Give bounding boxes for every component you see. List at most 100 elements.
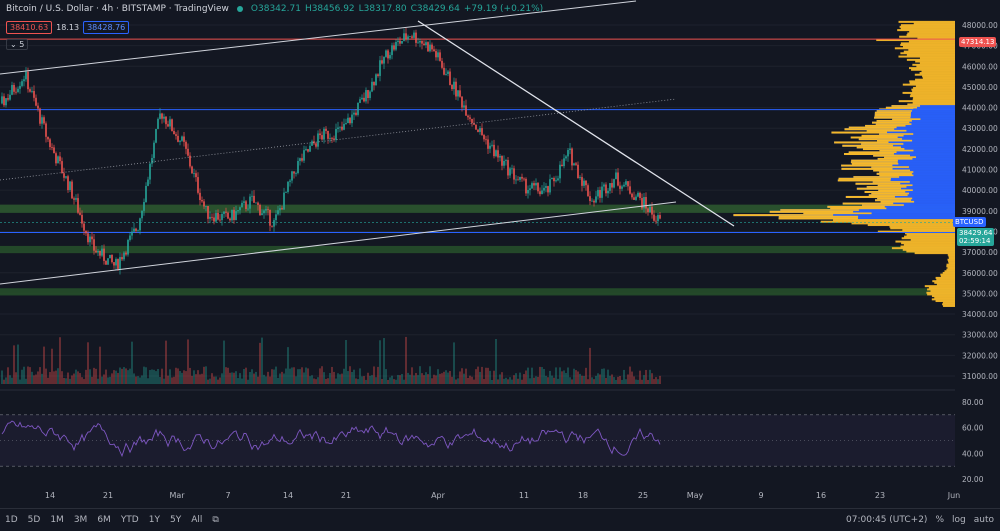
profile-bar — [942, 301, 955, 304]
candle — [581, 177, 583, 186]
volume-bar — [257, 376, 259, 384]
candle — [377, 74, 379, 76]
volume-bar — [95, 368, 97, 384]
candle — [257, 202, 259, 205]
lower-channel-line[interactable] — [0, 201, 677, 285]
range-5d[interactable]: 5D — [27, 515, 41, 525]
candle — [449, 71, 451, 85]
upper-channel-line[interactable] — [0, 0, 637, 75]
profile-bar — [873, 154, 955, 157]
auto-toggle[interactable]: auto — [973, 515, 994, 525]
red-level-tag: 47314.13 — [959, 37, 997, 47]
profile-bar — [864, 191, 955, 194]
profile-bar — [868, 194, 955, 197]
range-1y[interactable]: 1Y — [148, 515, 160, 525]
buy-button[interactable]: 38428.76 — [83, 21, 130, 34]
candle — [211, 216, 213, 218]
volume-bar — [79, 373, 81, 384]
volume-bar — [319, 368, 321, 384]
range-5y[interactable]: 5Y — [169, 515, 182, 525]
time-tick: 9 — [758, 491, 763, 500]
range-ytd[interactable]: YTD — [120, 515, 139, 525]
candle — [309, 145, 311, 152]
candle — [83, 223, 85, 231]
profile-bar — [838, 177, 891, 180]
range-all[interactable]: All — [191, 515, 203, 525]
descending-trend-line[interactable] — [417, 20, 735, 227]
candle — [639, 192, 641, 199]
symbol-title[interactable]: Bitcoin / U.S. Dollar · 4h · BITSTAMP · … — [6, 4, 229, 14]
profile-bar — [926, 291, 955, 294]
profile-bar — [943, 304, 955, 307]
volume-bar — [365, 379, 367, 384]
price-tick: 48000.00 — [962, 21, 998, 30]
volume-bar — [333, 371, 335, 384]
profile-bar — [947, 266, 955, 269]
date-range-icon[interactable]: ⧉ — [212, 515, 219, 525]
volume-bar — [87, 342, 89, 384]
volume-bar — [157, 368, 159, 384]
profile-bar — [934, 281, 955, 284]
range-6m[interactable]: 6M — [97, 515, 111, 525]
clock[interactable]: 07:00:45 (UTC+2) — [846, 515, 928, 525]
channel-midline[interactable] — [0, 98, 677, 181]
candle — [245, 201, 247, 209]
percent-toggle[interactable]: % — [935, 515, 944, 525]
volume-bar — [229, 372, 231, 384]
symbol-tag: BTCUSD — [953, 217, 986, 227]
profile-bar — [851, 162, 955, 165]
candle — [217, 213, 219, 220]
volume-bar — [133, 373, 135, 384]
volume-bar — [393, 379, 395, 384]
bottom-right-controls: 07:00:45 (UTC+2) % log auto — [846, 509, 1000, 531]
candle — [215, 213, 217, 222]
range-1m[interactable]: 1M — [50, 515, 64, 525]
volume-bar — [579, 373, 581, 384]
candle — [573, 163, 575, 166]
profile-bar — [911, 68, 955, 71]
candle — [571, 148, 573, 166]
profile-bar — [904, 232, 955, 235]
volume-bar — [373, 366, 375, 384]
volume-bar — [543, 369, 545, 384]
profile-bar — [948, 260, 955, 263]
volume-bar — [115, 370, 117, 384]
volume-bar — [247, 379, 249, 384]
profile-bar — [820, 220, 955, 223]
range-3m[interactable]: 3M — [73, 515, 88, 525]
bottom-toolbar: 1D 5D 1M 3M 6M YTD 1Y 5Y All ⧉ 07:00:45 … — [0, 508, 1000, 531]
volume-bar — [495, 338, 497, 384]
profile-bar — [803, 212, 872, 215]
range-1d[interactable]: 1D — [5, 515, 18, 525]
profile-bar — [894, 47, 955, 50]
candle — [419, 40, 421, 43]
time-tick: 21 — [103, 491, 113, 500]
profile-bar — [866, 186, 955, 189]
volume-bar — [217, 379, 219, 384]
volume-bar — [331, 366, 333, 384]
trend-lines[interactable] — [0, 0, 735, 285]
profile-bar — [915, 85, 955, 88]
candle — [13, 85, 15, 92]
candle — [69, 181, 71, 190]
volume-bar — [165, 340, 167, 384]
sell-button[interactable]: 38410.63 — [6, 21, 53, 34]
volume-bar — [409, 374, 411, 384]
time-axis[interactable]: 14 21 Mar 7 14 21 Apr 11 18 25 May 9 16 23 Jun — [45, 491, 960, 500]
candle — [623, 184, 625, 187]
candle — [553, 177, 555, 182]
indicators-toggle[interactable]: ⌄ 5 — [6, 39, 29, 50]
volume-bar — [561, 371, 563, 384]
candle — [247, 208, 249, 210]
support-zones — [0, 204, 955, 296]
price-tick: 36000.00 — [962, 269, 998, 278]
volume-bar — [625, 379, 627, 384]
log-toggle[interactable]: log — [952, 515, 966, 525]
volume-bar — [499, 374, 501, 384]
profile-bar — [903, 50, 955, 53]
candle — [77, 198, 79, 213]
candle — [269, 209, 271, 226]
candle — [103, 248, 105, 261]
candle — [253, 195, 255, 203]
